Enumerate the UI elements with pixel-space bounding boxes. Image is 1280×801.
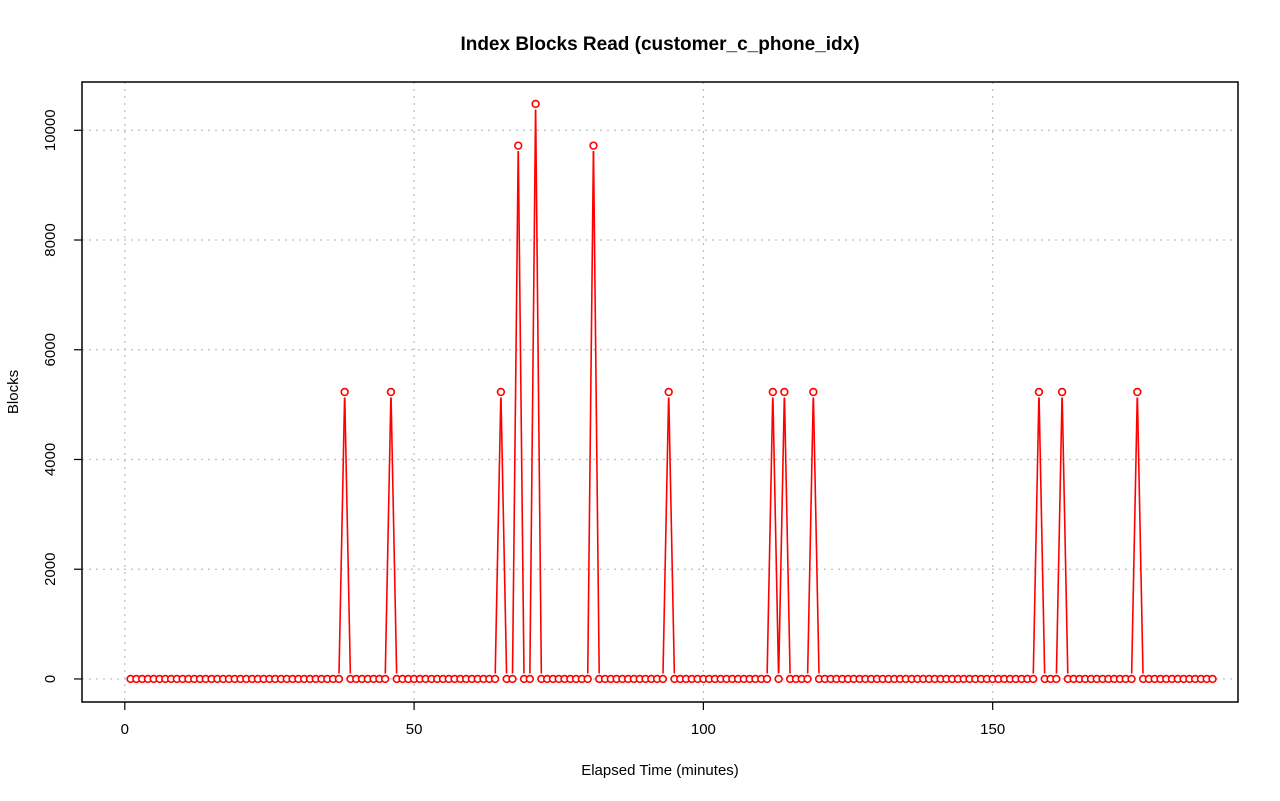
series-segment	[338, 397, 346, 674]
y-tick-label: 6000	[42, 333, 59, 366]
data-point	[1034, 387, 1044, 397]
series-segment	[1130, 397, 1139, 674]
data-point	[774, 674, 783, 684]
data-point	[762, 674, 772, 684]
data-point	[334, 674, 344, 684]
data-point	[1028, 674, 1038, 684]
series-segment	[766, 397, 774, 674]
series-segment	[500, 397, 508, 674]
data-point	[490, 674, 500, 684]
data-point	[514, 141, 523, 150]
series-segment	[1061, 397, 1069, 674]
data-point	[809, 387, 818, 397]
series-segment	[511, 151, 519, 674]
grid	[82, 82, 1238, 702]
series-segment	[1038, 397, 1046, 674]
data-point	[768, 387, 778, 397]
y-tick-label: 4000	[42, 443, 59, 476]
data-series	[126, 99, 1217, 684]
y-tick-label: 10000	[42, 109, 59, 151]
data-point	[1133, 387, 1142, 397]
data-point	[380, 674, 390, 684]
series-segment	[783, 397, 791, 674]
data-point	[531, 99, 540, 109]
series-segment	[812, 397, 820, 674]
series-segment	[592, 151, 600, 674]
series-segment	[343, 397, 352, 674]
x-axis-label: Elapsed Time (minutes)	[581, 762, 739, 779]
chart-title: Index Blocks Read (customer_c_phone_idx)	[460, 34, 859, 55]
series-segment	[494, 397, 502, 674]
data-point	[1127, 674, 1136, 684]
series-segment	[534, 109, 543, 674]
series-segment	[1136, 397, 1144, 674]
data-point	[1057, 387, 1067, 397]
data-point	[583, 674, 592, 684]
x-tick-label: 50	[406, 721, 423, 738]
data-point	[1208, 674, 1217, 684]
data-point	[508, 674, 517, 684]
y-tick-label: 8000	[42, 223, 59, 256]
x-axis: 0 50 100 150	[121, 702, 1005, 738]
series-segment	[806, 397, 815, 674]
series-segment	[777, 397, 786, 674]
x-tick-label: 100	[691, 721, 716, 738]
data-point	[664, 387, 673, 397]
y-axis: 0 2000 4000 6000 8000 10000	[42, 109, 82, 683]
y-tick-label: 2000	[42, 553, 59, 586]
series-segment	[772, 397, 780, 674]
series-segment	[667, 397, 676, 674]
data-point	[525, 674, 535, 684]
data-point	[780, 387, 789, 397]
y-tick-label: 0	[42, 675, 59, 683]
series-segment	[390, 397, 398, 674]
series-segment	[384, 397, 392, 674]
plot-frame	[81, 81, 1239, 703]
series-segment	[662, 397, 670, 674]
series-segment	[1055, 397, 1063, 674]
series-segment	[517, 151, 525, 674]
data-point	[658, 674, 668, 684]
series-segment	[586, 151, 595, 674]
data-point	[340, 387, 349, 397]
data-point	[589, 141, 598, 150]
x-tick-label: 150	[980, 721, 1005, 738]
series-segment	[529, 109, 537, 674]
data-point	[386, 387, 396, 397]
y-axis-label: Blocks	[5, 370, 22, 414]
series-segment	[1032, 397, 1040, 674]
x-tick-label: 0	[121, 721, 129, 738]
data-point	[496, 387, 506, 397]
data-point	[1052, 674, 1061, 684]
data-point	[803, 674, 812, 684]
